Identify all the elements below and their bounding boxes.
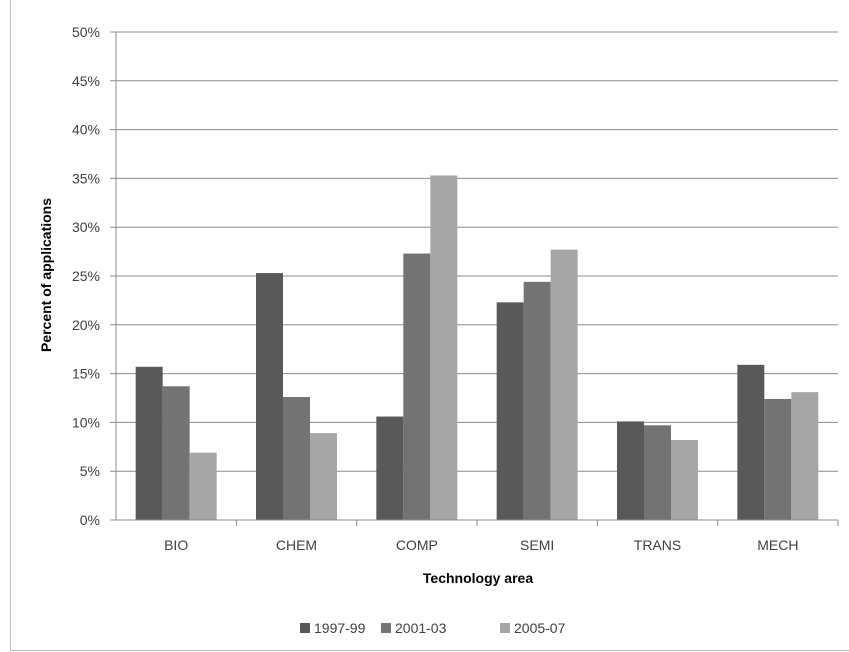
legend-swatch-2005-07 <box>500 623 510 633</box>
bar-mech-2001-03 <box>764 398 792 520</box>
bar-bio-2005-07 <box>189 452 217 520</box>
bar-bio-2001-03 <box>162 386 190 520</box>
bar-trans-2001-03 <box>644 425 671 520</box>
y-tick-label: 40% <box>72 122 100 138</box>
bar-trans-2005-07 <box>671 439 698 520</box>
y-tick-label: 20% <box>72 317 100 333</box>
bar-chem-2005-07 <box>310 433 337 520</box>
y-tick-label: 35% <box>72 170 100 186</box>
bar-mech-1997-99 <box>737 364 765 520</box>
y-axis-title: Percent of applications <box>38 198 54 352</box>
y-tick-label: 25% <box>72 268 100 284</box>
y-tick-label: 0% <box>80 512 100 528</box>
y-tick-label: 5% <box>80 463 100 479</box>
bar-comp-2005-07 <box>430 175 458 521</box>
x-tick-label: TRANS <box>634 537 681 553</box>
x-tick-labels: BIO CHEM COMP SEMI TRANS MECH <box>164 537 798 553</box>
bar-trans-1997-99 <box>617 421 644 520</box>
y-tick-label: 10% <box>72 414 100 430</box>
bar-comp-1997-99 <box>376 416 404 520</box>
y-tick-label: 30% <box>72 219 100 235</box>
x-tick-label: BIO <box>164 537 188 553</box>
x-tick-label: COMP <box>396 537 438 553</box>
y-tick-labels: 0% 5% 10% 15% 20% 25% 30% 35% 40% 45% 50% <box>72 24 100 528</box>
x-tick-label: MECH <box>757 537 798 553</box>
legend-swatch-1997-99 <box>300 623 310 633</box>
gridlines <box>110 31 838 521</box>
y-tick-label: 50% <box>72 24 100 40</box>
legend: 1997-99 2001-03 2005-07 <box>300 620 566 636</box>
bars <box>135 175 819 521</box>
chart-frame <box>10 0 849 651</box>
axes <box>115 32 839 526</box>
x-tick-label: SEMI <box>520 537 554 553</box>
bar-chem-1997-99 <box>256 273 283 520</box>
y-tick-label: 15% <box>72 366 100 382</box>
bar-semi-2005-07 <box>550 249 578 520</box>
bar-semi-1997-99 <box>496 302 524 520</box>
x-axis-title: Technology area <box>423 570 533 586</box>
x-tick-label: CHEM <box>276 537 317 553</box>
bar-bio-1997-99 <box>135 366 163 520</box>
bar-mech-2005-07 <box>791 392 819 520</box>
legend-label-1997-99: 1997-99 <box>314 620 366 636</box>
bar-chem-2001-03 <box>283 397 310 520</box>
legend-label-2001-03: 2001-03 <box>395 620 447 636</box>
bar-semi-2001-03 <box>523 281 551 520</box>
legend-swatch-2001-03 <box>381 623 391 633</box>
bar-comp-2001-03 <box>403 253 431 520</box>
legend-label-2005-07: 2005-07 <box>514 620 566 636</box>
y-tick-label: 45% <box>72 73 100 89</box>
